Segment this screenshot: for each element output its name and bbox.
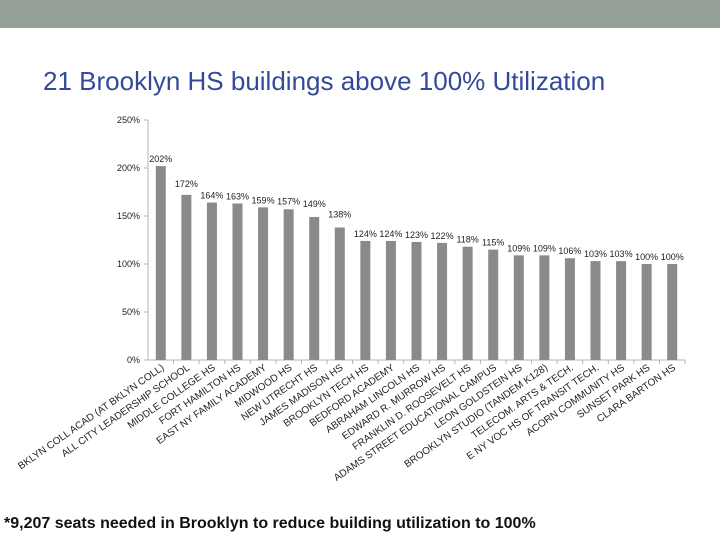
bar-value-label: 123% <box>405 230 428 240</box>
bar <box>411 241 422 360</box>
footnote: *9,207 seats needed in Brooklyn to reduc… <box>4 515 536 532</box>
bar-value-label: 100% <box>661 252 684 262</box>
bar <box>258 207 269 360</box>
bar-value-label: 115% <box>482 238 504 248</box>
bar <box>590 261 601 360</box>
bar-value-label: 103% <box>584 249 607 259</box>
bar-value-label: 106% <box>558 246 581 256</box>
bar-value-label: 118% <box>456 235 478 245</box>
y-tick-label: 50% <box>122 307 140 317</box>
bar <box>334 227 345 360</box>
bar-value-label: 159% <box>252 195 275 205</box>
bar-value-label: 124% <box>379 229 402 239</box>
bar-value-label: 109% <box>533 243 556 253</box>
bar-value-label: 157% <box>277 196 300 206</box>
bar <box>309 216 320 360</box>
bar <box>155 166 166 360</box>
y-tick-label: 200% <box>117 163 140 173</box>
bar-value-label: 164% <box>200 191 223 201</box>
y-tick-label: 150% <box>117 211 140 221</box>
bar-value-label: 109% <box>507 243 530 253</box>
bar <box>232 203 243 360</box>
y-tick-label: 0% <box>127 355 140 365</box>
bar <box>437 242 448 360</box>
bar <box>564 258 575 360</box>
bar-value-label: 163% <box>226 192 249 202</box>
bar <box>641 264 652 360</box>
bar <box>181 194 192 360</box>
bar-value-label: 122% <box>431 231 454 241</box>
bar <box>513 255 524 360</box>
top-band <box>0 0 720 28</box>
y-tick-label: 100% <box>117 259 140 269</box>
bar-value-label: 172% <box>175 179 198 189</box>
bar <box>616 261 627 360</box>
bar <box>283 209 294 360</box>
bar-value-label: 138% <box>328 210 351 220</box>
bar-value-label: 103% <box>610 249 633 259</box>
y-tick-label: 250% <box>117 115 140 125</box>
bar <box>667 264 678 360</box>
bar-value-label: 202% <box>149 154 172 164</box>
slide-title: 21 Brooklyn HS buildings above 100% Util… <box>43 66 606 96</box>
bar <box>488 249 499 360</box>
bar <box>360 240 371 360</box>
bar-value-label: 149% <box>303 199 326 209</box>
bar-value-label: 100% <box>635 252 658 262</box>
bar-value-label: 124% <box>354 229 377 239</box>
bar <box>385 240 396 360</box>
bar <box>539 255 550 360</box>
bar <box>206 202 217 360</box>
bar <box>462 246 473 360</box>
